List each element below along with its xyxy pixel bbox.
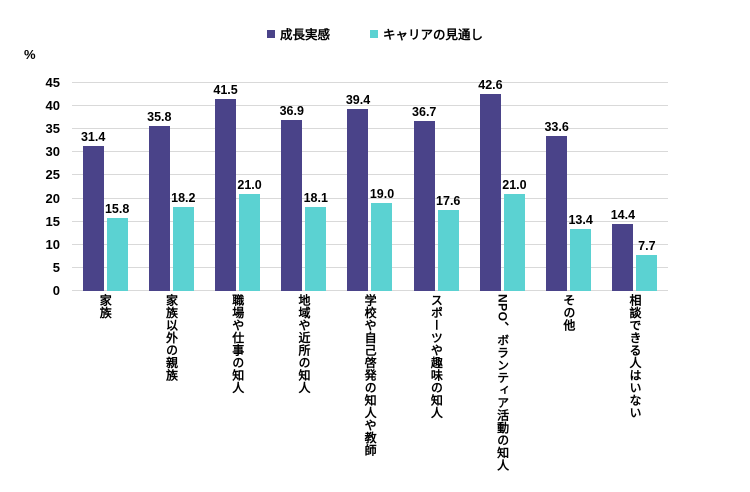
bar-series2-cat2: 18.2 [171,191,196,291]
gridline-45 [72,82,668,83]
category-label: 地域や近所の知人 [296,294,311,394]
gridline-0 [72,290,668,291]
bar-series1-cat7: 42.6 [478,78,503,291]
value-label: 13.4 [568,213,593,228]
bar-series1-cat6: 36.7 [412,105,436,291]
gridline-20 [72,197,668,199]
category-label: 相談できる人はいない [628,294,643,419]
plot-area: 31.4 15.8 35.8 18.2 41.5 21.0 36.9 18.1 39.4 19.0… [72,78,668,291]
value-label: 18.2 [171,190,196,205]
category-label-slot-8: その他 [536,294,602,489]
category-label-slot-9: 相談できる人はいない [602,294,668,489]
value-label: 18.1 [303,191,328,206]
y-tick-label-5: 5 [52,259,60,275]
y-tick-label-40: 40 [45,98,60,114]
gridline-30 [72,151,668,153]
y-tick-label-35: 35 [45,121,60,137]
legend-item-career: キャリアの見通し [370,24,483,43]
category-label-slot-1: 家族 [72,294,138,489]
gridline-10 [72,243,668,245]
bar-series2-cat5: 19.0 [370,187,394,291]
value-label: 41.5 [213,83,238,98]
bar-series1-cat4: 36.9 [280,104,304,291]
value-label: 31.4 [80,129,106,144]
bar-group-4: 36.9 18.1 [271,83,337,291]
legend-item-growth: 成長実感 [266,24,330,43]
y-tick-label-20: 20 [45,190,60,206]
category-label-slot-2: 家族以外の親族 [138,294,204,489]
bar-group-5: 39.4 19.0 [337,83,403,291]
bar-series2-cat7: 21.0 [502,178,527,291]
y-tick-label-30: 30 [45,144,60,160]
value-label: 17.6 [436,193,461,208]
legend-swatch-career-icon [370,29,378,38]
bar-group-1: 31.4 15.8 [72,83,138,291]
value-label: 21.0 [502,177,527,192]
category-label: NPO、ボランティア活動の知人 [495,294,510,472]
gridline-40 [72,105,668,107]
category-label-slot-3: 職場や仕事の知人 [204,294,270,489]
value-label: 42.6 [478,78,503,93]
category-label-slot-4: 地域や近所の知人 [271,294,337,489]
category-label: 家族以外の親族 [164,294,179,382]
value-label: 14.4 [610,208,636,223]
gridline-15 [72,220,668,222]
bar-series1-cat3: 41.5 [213,83,238,291]
bar-group-8: 33.6 13.4 [536,83,602,291]
y-tick-label-25: 25 [45,167,60,183]
y-tick-label-10: 10 [45,236,60,252]
y-tick-label-15: 15 [45,213,60,229]
value-label: 19.0 [369,187,395,202]
gridline-35 [72,128,668,130]
category-label-slot-5: 学校や自己啓発の知人や教師 [337,294,403,489]
legend-swatch-growth-icon [266,29,275,38]
bar-series1-cat1: 31.4 [81,130,105,291]
value-label: 36.7 [412,105,437,120]
category-label: 職場や仕事の知人 [230,294,245,394]
bar-group-7: 42.6 21.0 [469,78,535,291]
x-axis-category-labels: 家族 家族以外の親族 職場や仕事の知人 地域や近所の知人 学校や自己啓発の知人や教師 スポ… [72,294,668,489]
value-label: 39.4 [345,92,371,107]
legend-label-career: キャリアの見通し [383,28,484,42]
value-label: 7.7 [638,239,656,254]
category-label: 家族 [98,294,113,319]
y-axis-ticks: 0 5 10 15 20 25 30 35 40 45 [0,75,62,298]
bar-group-9: 14.4 7.7 [602,83,668,291]
bar-series2-cat8: 13.4 [568,213,593,291]
value-label: 35.8 [147,109,172,124]
category-label: 学校や自己啓発の知人や教師 [363,294,378,457]
bar-series1-cat9: 14.4 [611,208,635,291]
y-tick-label-45: 45 [45,75,60,90]
value-label: 33.6 [544,119,569,134]
value-label: 21.0 [237,177,262,192]
category-label-slot-6: スポーツや趣味の知人 [403,294,469,489]
bar-series2-cat6: 17.6 [436,194,460,291]
gridline-5 [72,266,668,268]
y-tick-label-0: 0 [52,283,60,298]
bar-series2-cat1: 15.8 [105,202,129,291]
category-label: スポーツや趣味の知人 [429,294,444,419]
bar-series2-cat4: 18.1 [304,191,328,291]
value-label: 15.8 [104,201,130,216]
bar-group-3: 41.5 21.0 [204,83,270,291]
bar-group-2: 35.8 18.2 [138,83,204,291]
bar-series1-cat8: 33.6 [544,120,569,291]
bar-group-6: 36.7 17.6 [403,83,469,291]
chart-legend: 成長実感 キャリアの見通し [0,24,750,43]
value-label: 36.9 [279,104,304,119]
bar-series1-cat2: 35.8 [147,110,172,291]
legend-label-growth: 成長実感 [279,28,330,42]
bar-series2-cat9: 7.7 [636,239,658,291]
bar-series1-cat5: 39.4 [346,93,370,291]
gridline-25 [72,174,668,176]
category-label-slot-7: NPO、ボランティア活動の知人 [469,294,535,489]
category-label: その他 [561,294,576,332]
bar-series2-cat3: 21.0 [237,178,262,291]
y-axis-unit-label: % [24,47,36,62]
